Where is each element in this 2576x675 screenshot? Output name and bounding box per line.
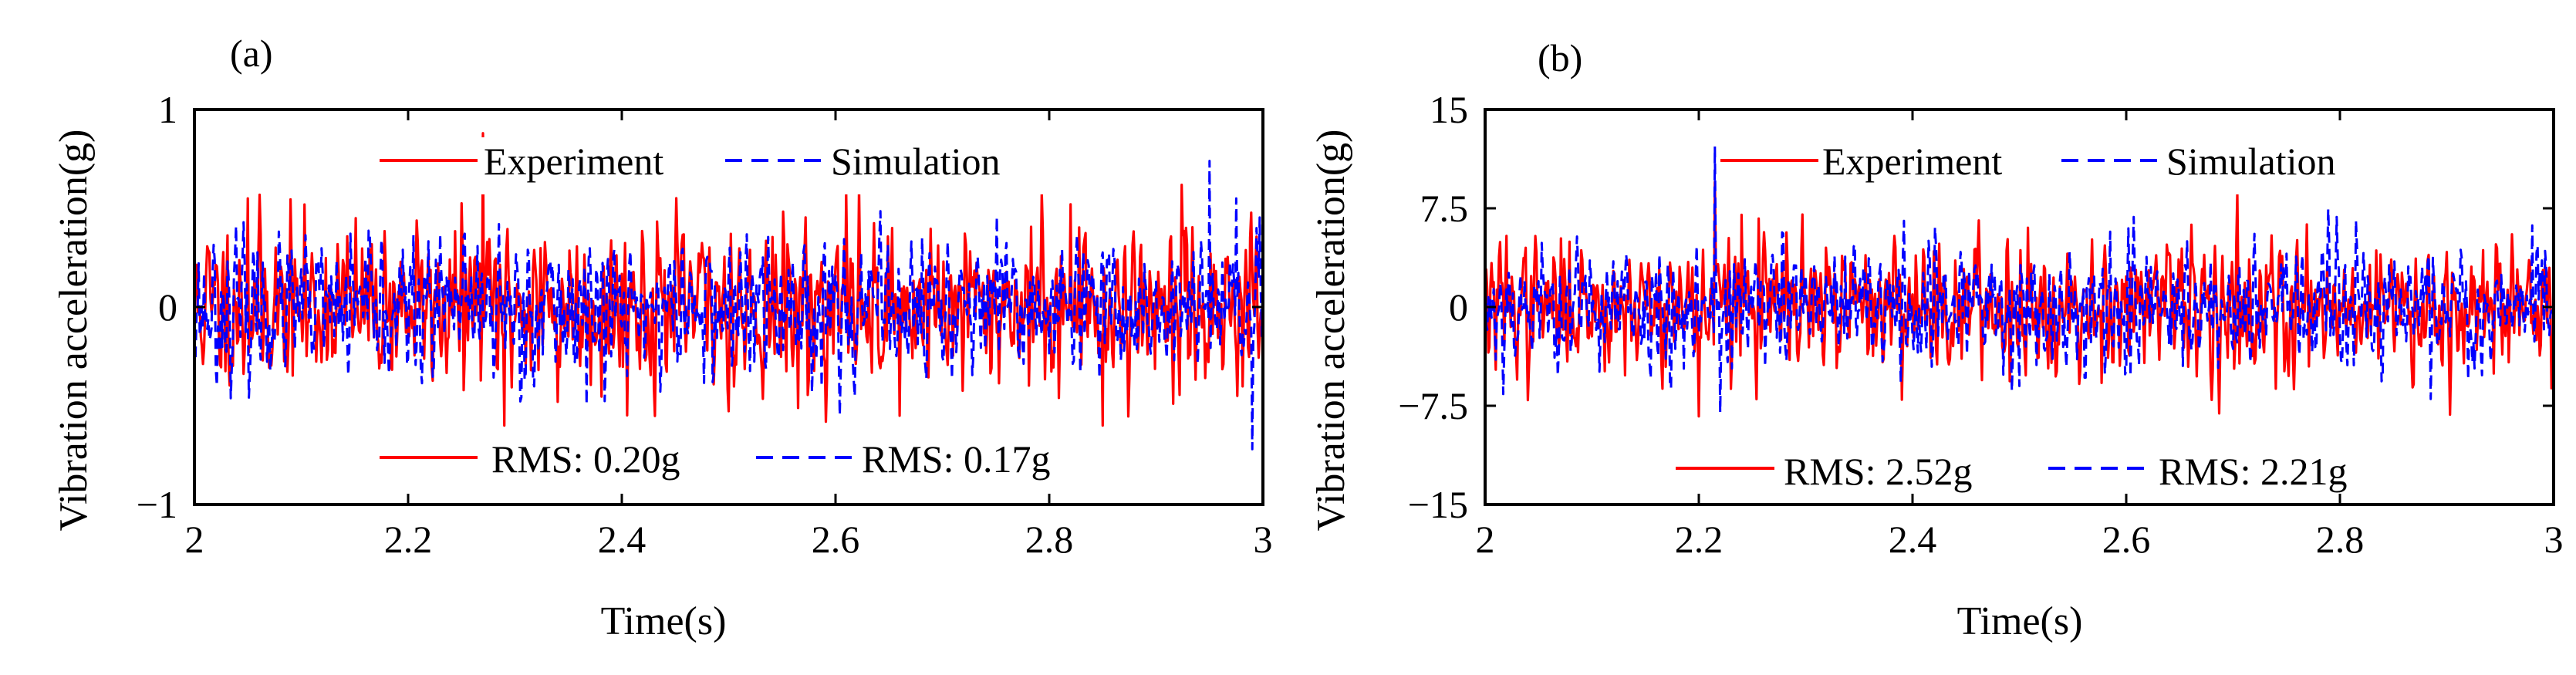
panel-a-x-tick-label: 2 xyxy=(185,518,204,561)
panel-b-x-tick-label: 2.6 xyxy=(2102,518,2151,561)
panel-b-y-axis-label: Vibration acceleration(g) xyxy=(1309,130,1353,532)
panel-b-x-tick-label: 2.2 xyxy=(1675,518,1724,561)
panel-b-y-tick-label: 15 xyxy=(1430,88,1468,131)
panel-a-y-tick-label: 1 xyxy=(158,88,177,131)
panel-b-rms-simulation: RMS: 2.21g xyxy=(2159,450,2348,493)
panel-b-x-tick-label: 2.4 xyxy=(1889,518,1937,561)
panel-a-y-tick-label: 0 xyxy=(158,285,177,329)
panel-a-rms-simulation: RMS: 0.17g xyxy=(862,437,1051,481)
panel-a-legend-experiment: Experiment xyxy=(484,140,663,183)
panel-b-series-experiment-line xyxy=(1485,181,2554,418)
panel-b-label: (b) xyxy=(1538,36,1582,79)
panel-a-x-tick-label: 2.8 xyxy=(1025,518,1074,561)
panel-b-rms-experiment: RMS: 2.52g xyxy=(1784,450,1973,493)
panel-b-y-tick-label: 7.5 xyxy=(1420,187,1469,230)
panel-a-y-axis-label: Vibration acceleration(g) xyxy=(52,130,96,532)
panel-b-x-axis-label: Time(s) xyxy=(1957,599,2083,643)
panel-b-series-simulation-line xyxy=(1485,145,2554,413)
panel-b-y-tick-label: −7.5 xyxy=(1398,384,1468,427)
panel-b-x-tick-label: 2 xyxy=(1476,518,1495,561)
panel-a-y-tick-label: −1 xyxy=(137,483,177,526)
panel-b-legend-simulation: Simulation xyxy=(2166,140,2335,183)
panel-b-legend-background xyxy=(1666,137,2384,491)
panel-b-y-tick-label: 0 xyxy=(1449,285,1468,329)
panel-a-legend-background xyxy=(374,137,1099,491)
panel-a-chart: (a) 2 2.2 2.4 2.6 2.8 3 −1 0 1 Experiment Simula… xyxy=(52,32,1273,643)
panel-b-x-tick-label: 2.8 xyxy=(2316,518,2365,561)
panel-b-chart: (b) 2 2.2 2.4 2.6 2.8 3 −15 −7.5 0 7.5 15 Experime… xyxy=(1309,36,2564,643)
panel-a-x-tick-label: 3 xyxy=(1254,518,1273,561)
panel-b-ticks: 2 2.2 2.4 2.6 2.8 3 −15 −7.5 0 7.5 15 xyxy=(1398,88,2563,561)
panel-a-series-simulation-line xyxy=(194,160,1263,451)
panel-b-x-tick-label: 3 xyxy=(2544,518,2564,561)
panel-a-x-tick-label: 2.6 xyxy=(812,518,860,561)
panel-b-y-tick-label: −15 xyxy=(1408,483,1468,526)
panel-a-x-axis-label: Time(s) xyxy=(601,599,727,643)
panel-a-ticks: 2 2.2 2.4 2.6 2.8 3 −1 0 1 xyxy=(137,88,1273,561)
panel-a-series-group xyxy=(194,132,1263,451)
panel-a-x-tick-label: 2.2 xyxy=(384,518,433,561)
panel-a-legend-simulation: Simulation xyxy=(831,140,1000,183)
panel-b-series-group xyxy=(1485,145,2554,418)
panel-a-rms-experiment: RMS: 0.20g xyxy=(491,437,680,481)
panel-a-label: (a) xyxy=(230,32,273,75)
panel-a-x-tick-label: 2.4 xyxy=(598,518,647,561)
panel-b-legend-experiment: Experiment xyxy=(1822,140,2002,183)
